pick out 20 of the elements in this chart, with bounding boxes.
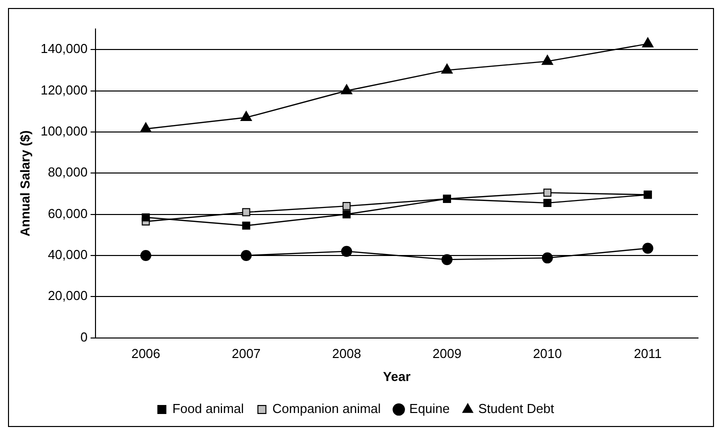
y-tick-label: 0 — [80, 329, 88, 344]
x-tick-label: 2010 — [532, 346, 562, 362]
y-tick-label: 20,000 — [48, 288, 88, 304]
y-tick-label: 100,000 — [40, 124, 88, 139]
legend-label: Food animal — [172, 401, 244, 416]
x-tick-label: 2008 — [332, 346, 362, 362]
legend-label: Equine — [409, 401, 450, 416]
y-tick-label: 60,000 — [48, 206, 88, 221]
x-axis-title: Year — [383, 368, 411, 384]
x-tick-label: 2009 — [432, 346, 462, 362]
x-tick-label: 2011 — [634, 346, 662, 362]
x-tick-label: 2006 — [131, 346, 160, 362]
y-axis-title: Annual Salary ($) — [17, 130, 32, 236]
y-tick-label: 80,000 — [48, 164, 88, 180]
legend-label: Student Debt — [478, 401, 555, 416]
legend-label: Companion animal — [272, 401, 381, 416]
x-tick-label: 2007 — [232, 346, 261, 362]
y-tick-label: 40,000 — [48, 247, 88, 262]
y-tick-label: 120,000 — [40, 82, 88, 98]
y-tick-label: 140,000 — [40, 41, 88, 56]
